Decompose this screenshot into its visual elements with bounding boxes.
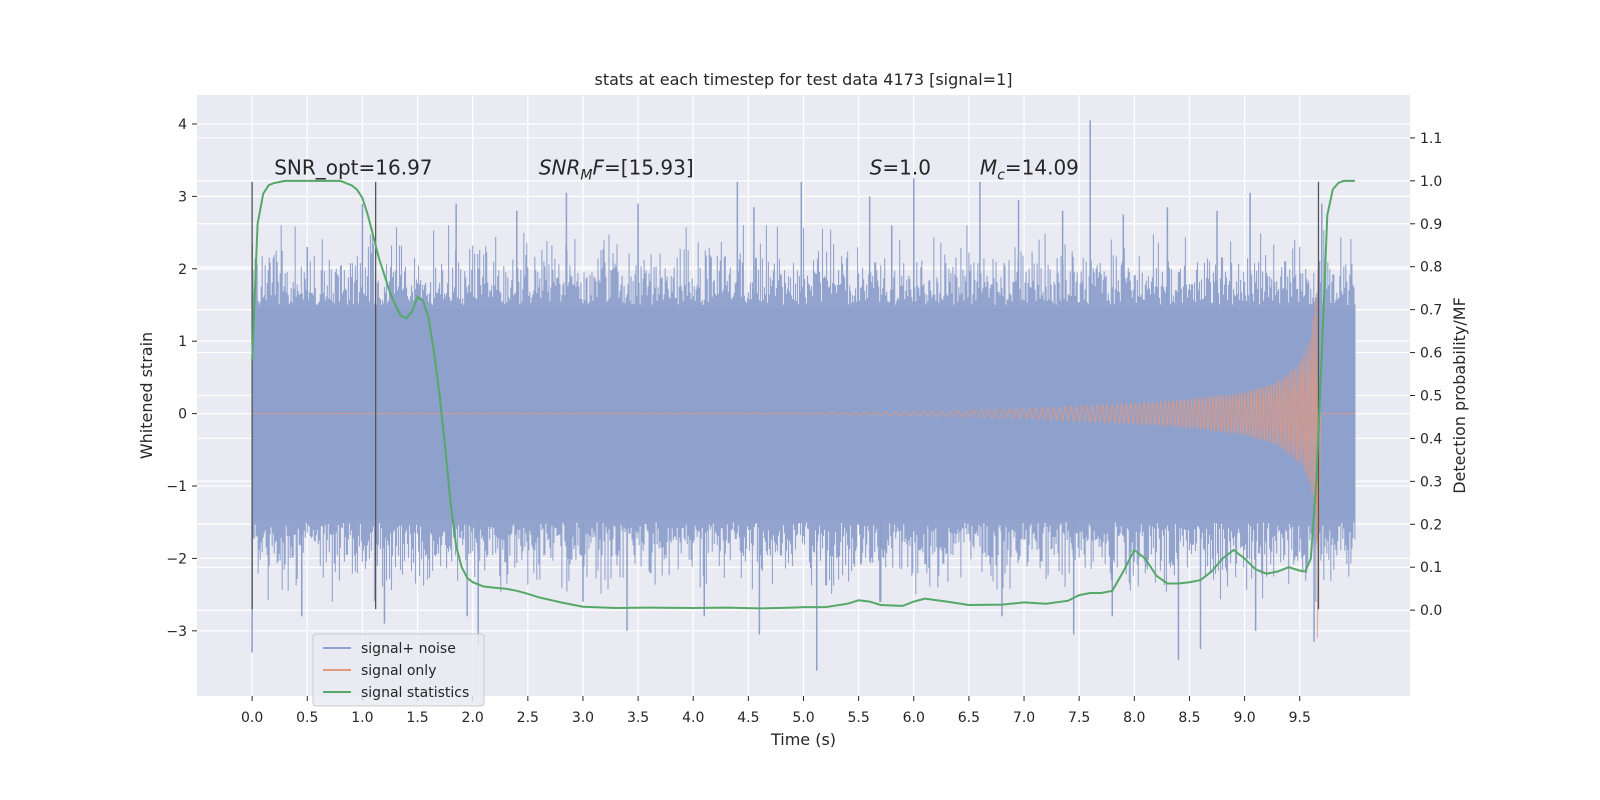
x-tick-label: 7.0 <box>1013 710 1035 726</box>
y-tick-label: 1 <box>178 334 187 350</box>
y-tick-label: −1 <box>166 479 187 495</box>
y-tick-label: −2 <box>166 551 187 567</box>
x-tick-label: 2.5 <box>517 710 539 726</box>
x-tick-label: 9.5 <box>1289 710 1311 726</box>
signal-only-line <box>252 267 1355 639</box>
x-tick-label: 1.5 <box>406 710 428 726</box>
statistics-line <box>251 179 1355 610</box>
legend: signal+ noise signal only signal statist… <box>312 633 485 707</box>
y-tick-label: −3 <box>166 624 187 640</box>
x-tick-label: 2.0 <box>462 710 484 726</box>
y-right-tick-label: 0.2 <box>1420 517 1442 533</box>
x-tick-label: 4.0 <box>682 710 704 726</box>
y-right-tick-label: 0.1 <box>1420 560 1442 576</box>
x-tick-label: 3.0 <box>572 710 594 726</box>
y-right-tick-label: 1.0 <box>1420 174 1442 190</box>
x-tick-label: 6.0 <box>903 710 925 726</box>
x-tick-label: 5.5 <box>848 710 870 726</box>
y-right-tick-label: 0.7 <box>1420 303 1442 319</box>
annotation: SNR_opt=16.97 <box>274 156 432 180</box>
annotation: Mc=14.09 <box>980 156 1079 184</box>
y-right-tick-label: 0.5 <box>1420 389 1442 405</box>
legend-label-signal-statistics: signal statistics <box>361 685 469 701</box>
x-tick-label: 8.5 <box>1178 710 1200 726</box>
signal-statistics-series <box>251 179 1355 610</box>
legend-label-signal-only: signal only <box>361 663 436 679</box>
y-right-tick-label: 0.9 <box>1420 217 1442 233</box>
x-tick-label: 3.5 <box>627 710 649 726</box>
x-axis-label: Time (s) <box>770 730 836 749</box>
y-tick-label: 4 <box>178 117 187 133</box>
y-right-tick-label: 0.3 <box>1420 474 1442 490</box>
y-tick-label: 2 <box>178 262 187 278</box>
y-tick-label: 0 <box>178 407 187 423</box>
x-tick-label: 8.0 <box>1123 710 1145 726</box>
y-right-tick-label: 0.8 <box>1420 260 1442 276</box>
x-tick-label: 5.0 <box>792 710 814 726</box>
y-axis-right-ticks: 0.0 0.1 0.2 0.3 0.4 0.5 0.6 0.7 0.8 0.9 1.0 1.1 <box>1410 131 1442 619</box>
y-right-tick-label: 1.1 <box>1420 131 1442 147</box>
annotations: SNR_opt=16.97 SNRMF=[15.93] S=1.0 Mc=14.09 <box>274 156 1079 184</box>
x-tick-label: 7.5 <box>1068 710 1090 726</box>
x-tick-label: 0.0 <box>241 710 263 726</box>
x-tick-label: 4.5 <box>737 710 759 726</box>
x-tick-label: 9.0 <box>1233 710 1255 726</box>
vertical-markers <box>251 181 1320 610</box>
legend-box <box>312 633 485 707</box>
annotation: SNRMF=[15.93] <box>539 156 694 184</box>
annotation: S=1.0 <box>870 156 931 180</box>
x-axis-ticks: 0.0 0.5 1.0 1.5 2.0 2.5 3.0 3.5 4.0 4.5 5.0 5.5 6.0 6… <box>241 696 1311 726</box>
y-right-tick-label: 0.0 <box>1420 603 1442 619</box>
y-right-tick-label: 0.6 <box>1420 346 1442 362</box>
y-axis-ticks: −3 −2 −1 0 1 2 3 4 <box>166 117 197 640</box>
x-tick-label: 0.5 <box>296 710 318 726</box>
x-tick-label: 6.5 <box>958 710 980 726</box>
chart-title: stats at each timestep for test data 417… <box>594 70 1012 89</box>
y-right-tick-label: 0.4 <box>1420 431 1442 447</box>
signal-only-series <box>252 267 1355 639</box>
x-tick-label: 1.0 <box>351 710 373 726</box>
legend-label-signal-noise: signal+ noise <box>361 641 456 657</box>
y-tick-label: 3 <box>178 189 187 205</box>
y-axis-label: Whitened strain <box>137 332 156 459</box>
y-axis-right-label: Detection probability/MF <box>1450 297 1469 494</box>
